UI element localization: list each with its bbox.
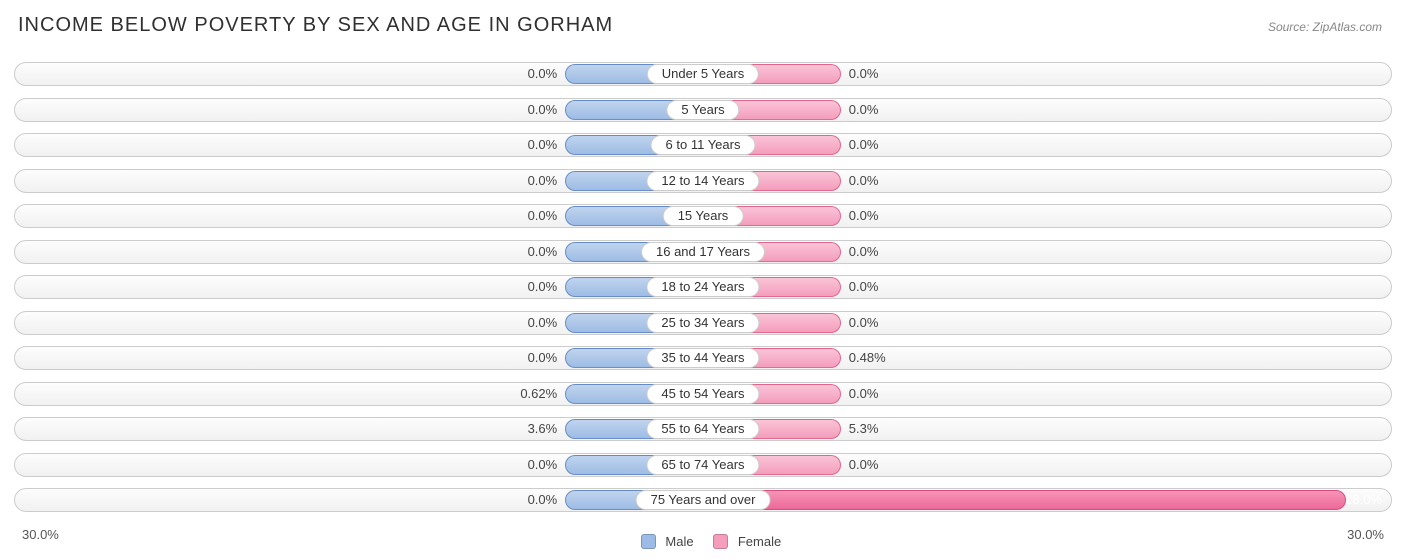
category-label: 45 to 54 Years bbox=[646, 384, 759, 404]
category-label: 35 to 44 Years bbox=[646, 348, 759, 368]
male-value-label: 0.0% bbox=[528, 198, 558, 234]
category-label: 5 Years bbox=[666, 100, 739, 120]
chart-title: INCOME BELOW POVERTY BY SEX AND AGE IN G… bbox=[18, 14, 613, 37]
male-value-label: 0.0% bbox=[528, 163, 558, 199]
category-label: 65 to 74 Years bbox=[646, 455, 759, 475]
male-value-label: 0.0% bbox=[528, 340, 558, 376]
chart-row: 0.0% 0.0% 15 Years bbox=[14, 198, 1392, 232]
female-value-label: 0.0% bbox=[849, 376, 879, 412]
female-value-label: 0.48% bbox=[849, 340, 886, 376]
male-value-label: 0.0% bbox=[528, 482, 558, 518]
male-value-label: 0.0% bbox=[528, 234, 558, 270]
male-value-label: 0.0% bbox=[528, 269, 558, 305]
legend: Male Female bbox=[0, 534, 1406, 549]
category-label: 75 Years and over bbox=[636, 490, 771, 510]
legend-swatch-male bbox=[641, 534, 656, 549]
chart-row: 0.0% 0.0% 5 Years bbox=[14, 92, 1392, 126]
chart-row: 0.0% 0.48% 35 to 44 Years bbox=[14, 340, 1392, 374]
female-value-label: 5.3% bbox=[849, 411, 879, 447]
category-label: 25 to 34 Years bbox=[646, 313, 759, 333]
chart-row: 0.0% 0.0% Under 5 Years bbox=[14, 56, 1392, 90]
female-value-label: 28.0% bbox=[1345, 482, 1382, 518]
female-value-label: 0.0% bbox=[849, 56, 879, 92]
category-label: 55 to 64 Years bbox=[646, 419, 759, 439]
chart-row: 3.6% 5.3% 55 to 64 Years bbox=[14, 411, 1392, 445]
category-label: 16 and 17 Years bbox=[641, 242, 765, 262]
chart-row: 0.0% 0.0% 65 to 74 Years bbox=[14, 447, 1392, 481]
chart-row: 0.0% 28.0% 75 Years and over bbox=[14, 482, 1392, 516]
male-value-label: 0.0% bbox=[528, 127, 558, 163]
legend-swatch-female bbox=[713, 534, 728, 549]
male-value-label: 3.6% bbox=[528, 411, 558, 447]
male-value-label: 0.0% bbox=[528, 56, 558, 92]
male-value-label: 0.62% bbox=[520, 376, 557, 412]
female-bar bbox=[703, 490, 1346, 510]
female-value-label: 0.0% bbox=[849, 269, 879, 305]
chart-row: 0.0% 0.0% 12 to 14 Years bbox=[14, 163, 1392, 197]
chart-area: 0.0%0.0%Under 5 Years0.0%0.0%5 Years0.0%… bbox=[14, 56, 1392, 518]
category-label: Under 5 Years bbox=[647, 64, 759, 84]
female-value-label: 0.0% bbox=[849, 447, 879, 483]
female-value-label: 0.0% bbox=[849, 198, 879, 234]
chart-row: 0.0% 0.0% 18 to 24 Years bbox=[14, 269, 1392, 303]
male-value-label: 0.0% bbox=[528, 447, 558, 483]
female-value-label: 0.0% bbox=[849, 163, 879, 199]
chart-row: 0.62% 0.0% 45 to 54 Years bbox=[14, 376, 1392, 410]
female-value-label: 0.0% bbox=[849, 234, 879, 270]
category-label: 6 to 11 Years bbox=[651, 135, 756, 155]
chart-row: 0.0% 0.0% 6 to 11 Years bbox=[14, 127, 1392, 161]
male-value-label: 0.0% bbox=[528, 305, 558, 341]
category-label: 12 to 14 Years bbox=[646, 171, 759, 191]
category-label: 18 to 24 Years bbox=[646, 277, 759, 297]
female-value-label: 0.0% bbox=[849, 305, 879, 341]
chart-row: 0.0% 0.0% 16 and 17 Years bbox=[14, 234, 1392, 268]
legend-label-female: Female bbox=[738, 534, 781, 549]
female-value-label: 0.0% bbox=[849, 92, 879, 128]
category-label: 15 Years bbox=[663, 206, 744, 226]
chart-source: Source: ZipAtlas.com bbox=[1268, 20, 1382, 34]
male-value-label: 0.0% bbox=[528, 92, 558, 128]
female-value-label: 0.0% bbox=[849, 127, 879, 163]
chart-row: 0.0% 0.0% 25 to 34 Years bbox=[14, 305, 1392, 339]
legend-label-male: Male bbox=[665, 534, 693, 549]
